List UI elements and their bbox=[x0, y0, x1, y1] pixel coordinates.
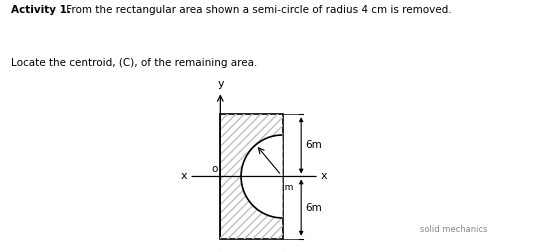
Text: From the rectangular area shown a semi-circle of radius 4 cm is removed.: From the rectangular area shown a semi-c… bbox=[63, 5, 452, 15]
Bar bbox=[220, 114, 282, 239]
Text: x: x bbox=[321, 171, 328, 181]
Text: Locate the centroid, (C), of the remaining area.: Locate the centroid, (C), of the remaini… bbox=[11, 58, 257, 68]
Text: solid mechanics: solid mechanics bbox=[420, 225, 488, 234]
Text: o: o bbox=[211, 164, 218, 174]
Text: x: x bbox=[180, 171, 187, 181]
Text: 6m: 6m bbox=[305, 203, 321, 213]
Text: 4cm: 4cm bbox=[274, 183, 294, 192]
Polygon shape bbox=[241, 135, 282, 218]
Text: Activity 1.: Activity 1. bbox=[11, 5, 71, 15]
Text: 6m: 6m bbox=[305, 140, 321, 150]
Bar bbox=[220, 114, 282, 239]
Text: y: y bbox=[218, 79, 225, 89]
